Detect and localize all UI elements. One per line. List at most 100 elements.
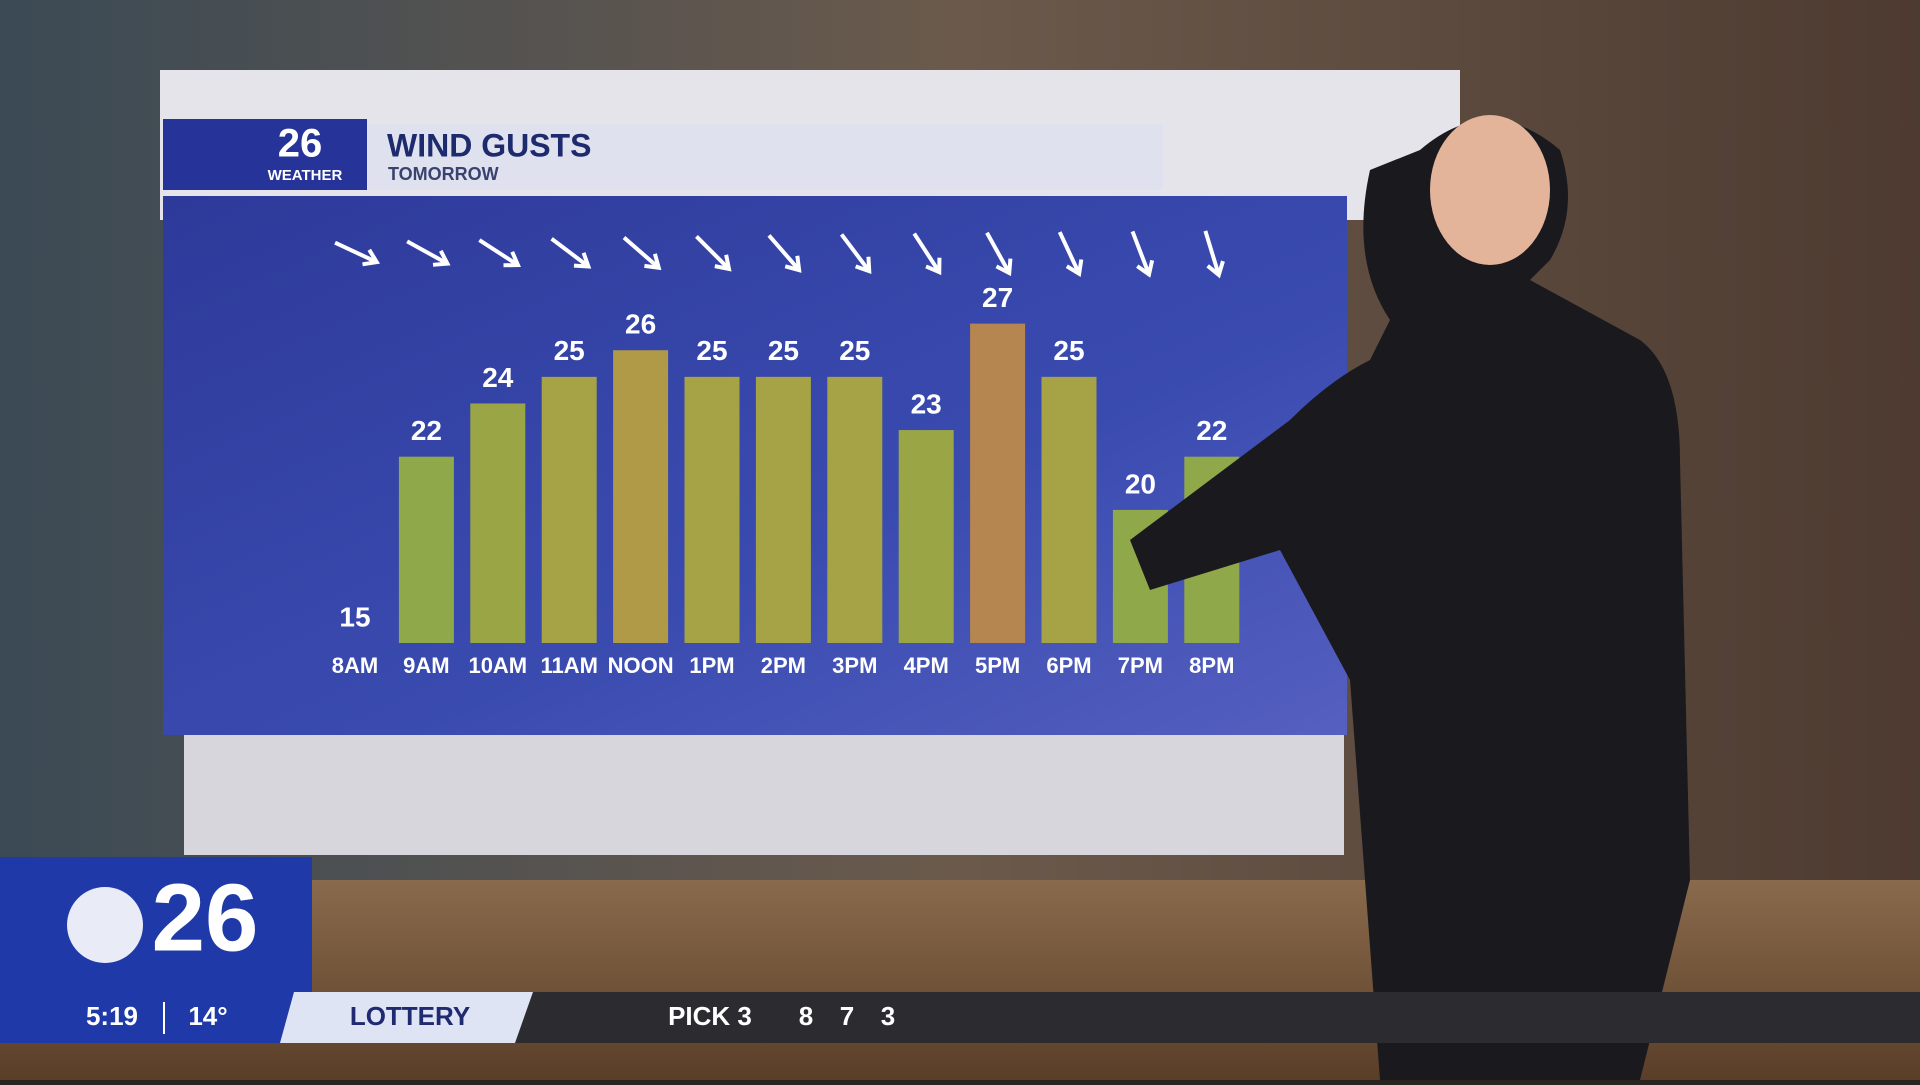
- x-tick-label: 7PM: [1118, 653, 1163, 678]
- x-tick-label: 1PM: [689, 653, 734, 678]
- wind-arrow: [1203, 230, 1225, 279]
- arrow-shaft: [550, 237, 588, 267]
- arrow-head: [362, 248, 381, 267]
- value-label: 22: [1196, 415, 1227, 446]
- bar: [613, 350, 669, 643]
- wind-arrow: [406, 239, 451, 267]
- bar-chart: 15 8AM 22 9AM 24 10AM 25 11AM 26 NOON 25 1PM 25 2PM 25…: [332, 230, 1240, 678]
- wind-arrow: [550, 237, 592, 269]
- chart-subtitle: TOMORROW: [388, 164, 499, 184]
- arrow-shaft: [695, 235, 729, 269]
- arrow-head: [1136, 259, 1155, 278]
- value-label: 27: [982, 282, 1013, 313]
- channel-number: 26: [152, 864, 259, 971]
- arrow-head: [503, 251, 521, 268]
- value-label: 23: [911, 388, 942, 419]
- lottery-number: 3: [881, 1001, 895, 1031]
- temperature: 14°: [188, 1001, 227, 1031]
- x-tick-label: 4PM: [904, 653, 949, 678]
- x-tick-label: 5PM: [975, 653, 1020, 678]
- wind-arrow: [767, 234, 802, 273]
- time-box: [0, 992, 300, 1043]
- arrow-shaft: [767, 234, 800, 270]
- arrow-shaft: [478, 238, 518, 266]
- value-label: 25: [1053, 335, 1084, 366]
- x-tick-label: 8PM: [1189, 653, 1234, 678]
- value-label: 15: [339, 601, 370, 632]
- wind-arrow: [1130, 230, 1155, 278]
- wind-arrow: [622, 236, 662, 271]
- value-label: 25: [554, 335, 585, 366]
- arrow-shaft: [1203, 230, 1221, 274]
- chart-title: WIND GUSTS: [387, 127, 591, 163]
- x-tick-label: 11AM: [540, 653, 597, 678]
- wind-arrow: [1057, 231, 1084, 278]
- arrow-head: [714, 254, 732, 272]
- bar: [970, 323, 1026, 643]
- x-tick-label: 9AM: [403, 653, 449, 678]
- value-label: 20: [1125, 468, 1156, 499]
- lottery-number: 8: [799, 1001, 813, 1031]
- presenter: [1130, 120, 1690, 1080]
- arrow-head: [1065, 259, 1084, 278]
- arrow-shaft: [406, 239, 447, 265]
- title-band: [367, 124, 1163, 190]
- wind-arrow: [912, 232, 942, 276]
- logo-box: [163, 119, 367, 190]
- lottery-box: [280, 992, 533, 1043]
- x-tick-label: 10AM: [468, 653, 527, 678]
- chart-panel: [163, 196, 1347, 735]
- value-label: 25: [696, 335, 727, 366]
- x-tick-label: 2PM: [761, 653, 806, 678]
- arrow-shaft: [1057, 231, 1081, 273]
- arrow-shaft: [912, 232, 940, 272]
- wind-arrow: [695, 235, 732, 272]
- x-tick-label: 8AM: [332, 653, 378, 678]
- arrow-shaft: [622, 236, 659, 268]
- logo-number: 26: [278, 122, 323, 166]
- wind-arrow: [334, 240, 381, 267]
- arrow-head: [995, 258, 1013, 277]
- bar: [898, 430, 954, 643]
- arrow-head: [854, 256, 872, 275]
- value-label: 25: [839, 335, 870, 366]
- presenter-face: [1430, 115, 1550, 265]
- bar: [755, 376, 811, 643]
- section: LOTTERY: [350, 1001, 470, 1031]
- value-label: 24: [482, 362, 514, 393]
- bar: [541, 376, 597, 643]
- wind-arrow: [839, 233, 872, 275]
- channel-bug: [0, 857, 312, 992]
- arrow-head: [1206, 260, 1225, 279]
- bar: [827, 376, 883, 643]
- arrow-head: [573, 252, 592, 269]
- time: 5:19: [86, 1001, 138, 1031]
- arrow-shaft: [334, 240, 376, 264]
- peacock-logo: [67, 887, 143, 963]
- value-label: 22: [411, 415, 442, 446]
- bar: [1041, 376, 1097, 643]
- bar: [470, 403, 526, 643]
- arrow-shaft: [839, 233, 870, 271]
- logo-label: WEATHER: [268, 167, 343, 184]
- arrow-head: [644, 253, 662, 271]
- lottery-number: 7: [840, 1001, 854, 1031]
- x-tick-label: NOON: [608, 653, 674, 678]
- game: PICK 3: [668, 1001, 752, 1031]
- x-tick-label: 6PM: [1046, 653, 1091, 678]
- bar: [398, 456, 454, 643]
- bar: [684, 376, 740, 643]
- arrow-shaft: [985, 231, 1011, 273]
- arrow-head: [925, 257, 942, 276]
- value-label: 26: [625, 309, 656, 340]
- wind-arrow: [985, 231, 1013, 277]
- arrow-head: [784, 255, 802, 273]
- value-label: 25: [768, 335, 799, 366]
- wind-arrow: [478, 238, 521, 268]
- arrow-head: [432, 249, 451, 267]
- arrow-shaft: [1130, 230, 1151, 274]
- x-tick-label: 3PM: [832, 653, 877, 678]
